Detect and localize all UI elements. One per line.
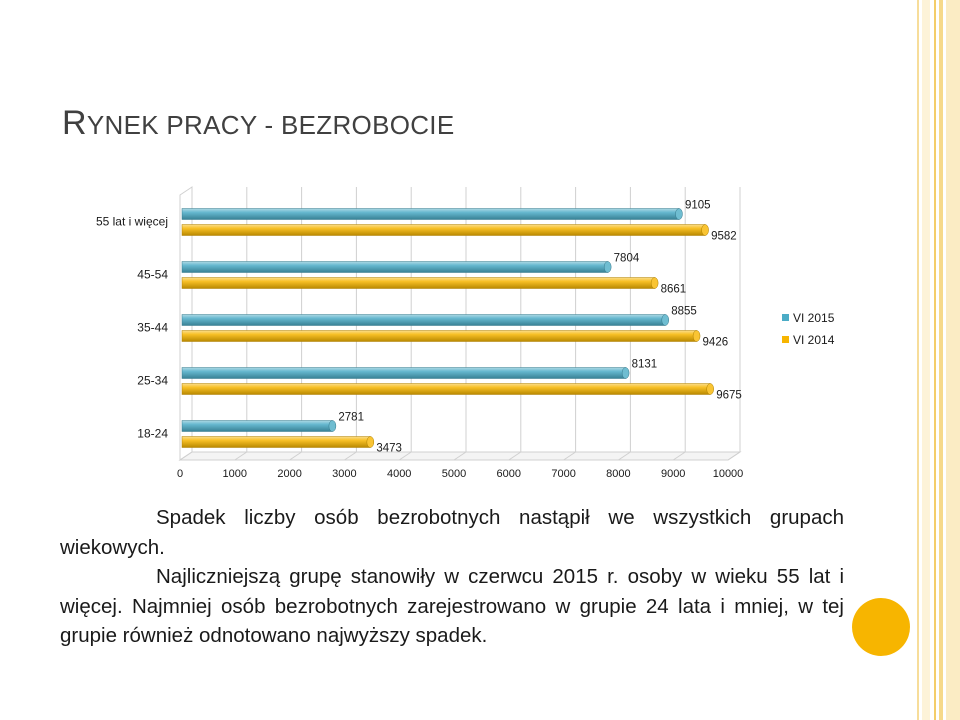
bar-cap [692, 330, 701, 342]
bar-cap [621, 367, 630, 379]
bar [181, 261, 608, 273]
bar [181, 277, 655, 289]
category-label: 18-24 [137, 427, 168, 441]
bar-cap [675, 208, 683, 220]
bar [181, 383, 711, 395]
slide-title: RYNEK PRACY - BEZROBOCIE [62, 104, 454, 143]
gridline-floor [453, 451, 467, 461]
data-label: 8661 [661, 284, 687, 296]
x-tick-label: 5000 [442, 468, 466, 480]
x-tick-label: 2000 [277, 468, 301, 480]
gridline-floor [672, 451, 686, 461]
gridline-floor [344, 451, 357, 461]
x-tick-label: 6000 [497, 468, 521, 480]
x-tick-label: 9000 [661, 468, 685, 480]
gridline-floor [234, 451, 248, 461]
gridline-floor [727, 451, 741, 461]
legend-label: VI 2014 [793, 333, 835, 347]
data-label: 2781 [338, 412, 364, 424]
slide-title-rest: YNEK PRACY - BEZROBOCIE [86, 110, 455, 140]
bar-cap [706, 383, 714, 395]
decorative-stripes [900, 0, 960, 720]
decorative-circle [852, 598, 910, 656]
data-label: 7804 [614, 253, 640, 265]
gridline-floor [398, 451, 412, 461]
x-tick-label: 4000 [387, 468, 411, 480]
category-label: 45-54 [137, 268, 168, 282]
legend-swatch [782, 314, 789, 321]
gridline-floor [508, 451, 522, 461]
gridline-floor [289, 451, 302, 461]
bar [181, 436, 371, 448]
data-label: 9105 [685, 200, 711, 212]
data-label: 9582 [711, 231, 737, 243]
data-label: 9675 [716, 390, 742, 402]
bar [181, 224, 706, 236]
bar-cap [603, 261, 612, 273]
gridline-floor [563, 451, 576, 461]
legend-swatch [782, 336, 789, 343]
gridline-floor [179, 451, 193, 461]
legend: VI 2015 VI 2014 [782, 311, 835, 347]
data-label: 8131 [632, 359, 658, 371]
bar-cap [661, 314, 670, 326]
paragraph-detail: Najliczniejszą grupę stanowiły w czerwcu… [60, 565, 844, 647]
category-label: 35-44 [137, 321, 168, 335]
category-label: 55 lat i więcej [96, 215, 168, 229]
bar-chart: 0 1000 2000 3000 4000 5000 6000 7000 8000 9000 100… [96, 186, 835, 480]
bar-cap [328, 420, 337, 432]
data-label: 8855 [671, 306, 697, 318]
x-tick-label: 0 [177, 468, 183, 480]
x-tick-label: 7000 [551, 468, 575, 480]
data-label: 9426 [703, 337, 729, 349]
bar [181, 330, 697, 342]
x-tick-label: 10000 [713, 468, 744, 480]
bar-cap [366, 436, 375, 448]
x-tick-label: 1000 [223, 468, 247, 480]
x-tick-label: 8000 [606, 468, 630, 480]
bar [181, 420, 333, 432]
data-label: 3473 [376, 443, 402, 455]
gridline-floor [618, 451, 631, 461]
bar [181, 314, 666, 326]
bar [181, 208, 680, 220]
bar-cap [650, 277, 659, 289]
category-label: 25-34 [137, 374, 168, 388]
body-text: Spadek liczby osób bezrobotnych nastąpił… [60, 503, 844, 651]
paragraph-summary: Spadek liczby osób bezrobotnych nastąpił… [60, 506, 844, 559]
legend-label: VI 2015 [793, 311, 835, 325]
bar [181, 367, 626, 379]
bar-cap [701, 224, 709, 236]
slide-title-initial: R [62, 104, 87, 142]
x-tick-label: 3000 [332, 468, 356, 480]
